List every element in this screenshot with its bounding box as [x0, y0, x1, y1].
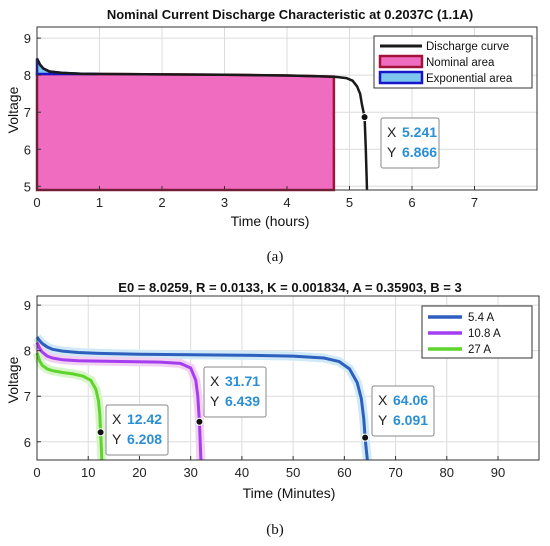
- y-tick-label: 6: [24, 435, 31, 450]
- x-tick-label: 30: [183, 465, 197, 480]
- chart-b-y-ticks: 6 7 8 9: [24, 298, 41, 450]
- y-tick-label: 5: [24, 179, 31, 194]
- x-tick-label: 0: [33, 195, 40, 210]
- series-line: [35, 336, 369, 461]
- datatip-x-label: X: [387, 124, 397, 140]
- nominal-area: [35, 72, 336, 192]
- chart-a-y-ticks: 5 6 7 8 9: [24, 31, 41, 194]
- x-tick-label: 5: [346, 195, 353, 210]
- y-tick-label: 7: [24, 389, 31, 404]
- chart-b-plot: [32, 334, 372, 461]
- y-tick-label: 6: [24, 142, 31, 157]
- datatip-y-label: Y: [210, 393, 220, 409]
- x-tick-label: 4: [283, 195, 290, 210]
- datatip-y-label: Y: [387, 144, 397, 160]
- legend-label: Discharge curve: [426, 41, 509, 53]
- x-tick-label: 6: [408, 195, 415, 210]
- chart-a-legend: Discharge curve Nominal area Exponential a…: [373, 35, 533, 89]
- chart-b-legend: 5.4 A 10.8 A 27 A: [421, 305, 533, 359]
- datatip-y-value: 6.091: [393, 412, 428, 428]
- datatip-box: [203, 366, 267, 418]
- x-tick-label: 3: [221, 195, 228, 210]
- x-tick-label: 80: [440, 465, 454, 480]
- discharge-curve: [35, 57, 369, 191]
- datatip-marker: [360, 113, 369, 122]
- datatip-x-value: 31.71: [225, 373, 260, 389]
- series-line: [35, 341, 203, 461]
- legend-label: Nominal area: [426, 57, 495, 69]
- x-tick-label: 1: [96, 195, 103, 210]
- x-tick-label: 0: [33, 465, 40, 480]
- chart-a-plot: [35, 57, 369, 192]
- datatip-box: [380, 117, 440, 169]
- y-tick-label: 9: [24, 31, 31, 46]
- chart-b-caption: (b): [266, 522, 284, 538]
- x-tick-label: 7: [471, 195, 478, 210]
- legend-label: 5.4 A: [468, 312, 495, 324]
- datatip-x-label: X: [112, 411, 122, 427]
- datatip-marker: [96, 428, 105, 437]
- series-line: [35, 352, 104, 461]
- x-tick-label: 70: [388, 465, 402, 480]
- panel-a: Nominal Current Discharge Characteristic…: [5, 7, 538, 265]
- datatip-box: [105, 404, 169, 456]
- chart-a-title: Nominal Current Discharge Characteristic…: [107, 7, 473, 22]
- y-tick-label: 8: [24, 68, 31, 83]
- datatip-x-value: 5.241: [402, 124, 437, 140]
- chart-a-xlabel: Time (hours): [231, 213, 310, 229]
- y-tick-label: 7: [24, 105, 31, 120]
- datatip-marker: [361, 433, 370, 442]
- datatip-y-value: 6.866: [402, 144, 437, 160]
- chart-b-title: E0 = 8.0259, R = 0.0133, K = 0.001834, A…: [118, 280, 461, 295]
- exponential-area: [35, 57, 99, 76]
- x-tick-label: 60: [337, 465, 351, 480]
- chart-a-caption: (a): [267, 249, 284, 265]
- x-tick-label: 20: [132, 465, 146, 480]
- datatip-x-label: X: [210, 373, 220, 389]
- x-tick-label: 40: [235, 465, 249, 480]
- y-tick-label: 9: [24, 298, 31, 313]
- datatip-y-label: Y: [112, 431, 122, 447]
- chart-a-datatips: X 5.241 Y 6.866: [360, 113, 440, 169]
- datatip-y-value: 6.439: [225, 393, 260, 409]
- chart-a-x-ticks: 0 1 2 3 4 5 6 7: [33, 186, 478, 210]
- legend-swatch: [378, 70, 424, 85]
- chart-b-datatips: X 12.42 Y 6.208 X 31.71 Y 6.439 X 64.06 Y 6.091: [96, 366, 435, 456]
- datatip-y-value: 6.208: [127, 431, 162, 447]
- legend-label: 10.8 A: [468, 328, 501, 340]
- x-tick-label: 10: [81, 465, 95, 480]
- chart-b-axes-box: [36, 295, 540, 461]
- datatip-x-value: 12.42: [127, 411, 162, 427]
- legend-label: Exponential area: [426, 73, 513, 85]
- datatip-x-value: 64.06: [393, 392, 428, 408]
- chart-b-ylabel: Voltage: [5, 356, 21, 403]
- datatip-y-label: Y: [378, 412, 388, 428]
- chart-b-xlabel: Time (Minutes): [243, 485, 336, 501]
- datatip-marker: [195, 417, 204, 426]
- x-tick-label: 2: [158, 195, 165, 210]
- datatip-box: [371, 385, 435, 437]
- x-tick-label: 50: [286, 465, 300, 480]
- datatip-x-label: X: [378, 392, 388, 408]
- y-tick-label: 8: [24, 344, 31, 359]
- legend-swatch: [378, 54, 424, 69]
- x-tick-label: 90: [491, 465, 505, 480]
- chart-a-ylabel: Voltage: [5, 86, 21, 133]
- chart-b-x-ticks: 0 10 20 30 40 50 60 70 80 90: [33, 456, 505, 480]
- legend-label: 27 A: [468, 344, 491, 356]
- panel-b: E0 = 8.0259, R = 0.0133, K = 0.001834, A…: [5, 280, 540, 538]
